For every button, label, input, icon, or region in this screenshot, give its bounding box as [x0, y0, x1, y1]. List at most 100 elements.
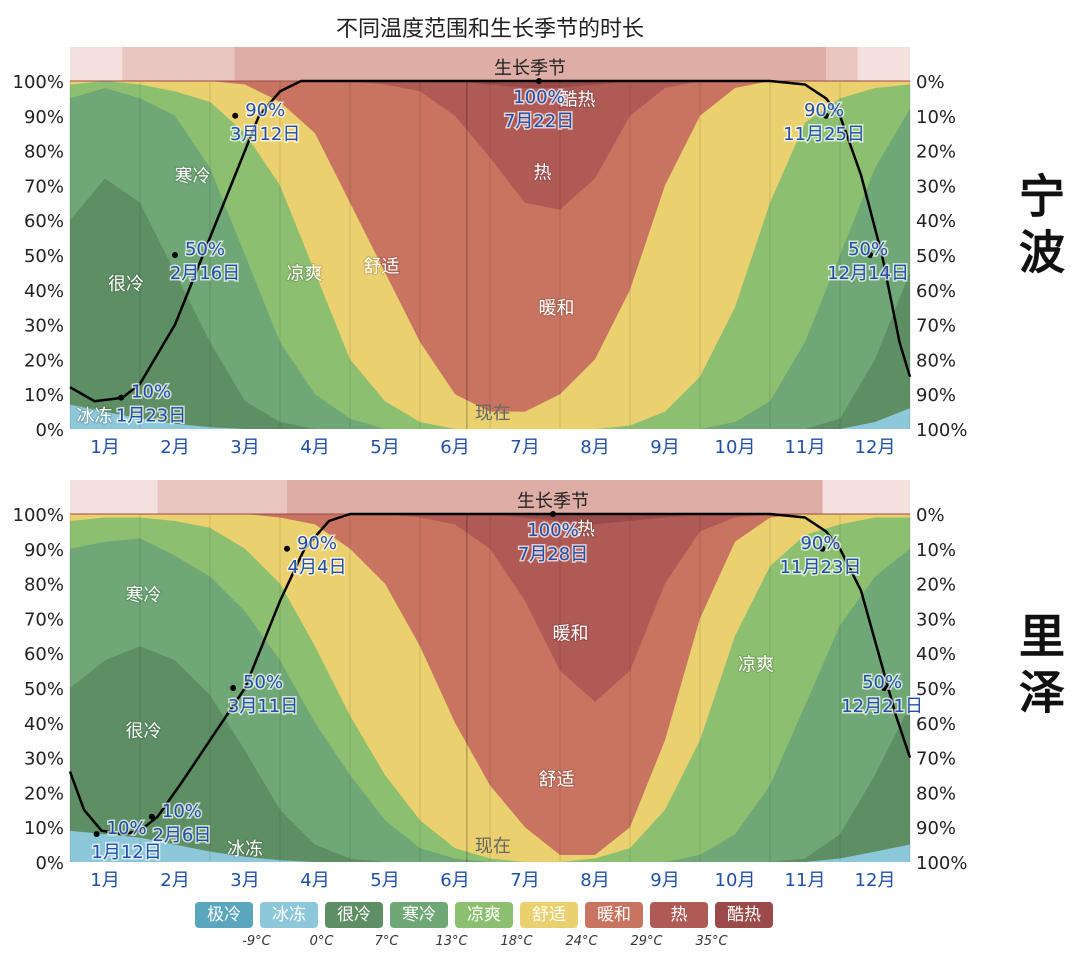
y-tick-left: 50% [24, 679, 64, 700]
legend-item-很冷: 很冷 [325, 902, 383, 928]
now-label: 现在 [475, 836, 511, 857]
annotation-percent: 90% [245, 100, 285, 121]
growing-season-band [287, 480, 823, 514]
month-label: 1月 [90, 437, 119, 458]
y-tick-right: 80% [916, 350, 956, 371]
region-label: 寒冷 [175, 166, 211, 187]
annotation-point [550, 511, 556, 517]
region-label: 凉爽 [738, 655, 774, 676]
y-tick-right: 0% [916, 72, 945, 93]
growing-season-band [234, 47, 826, 81]
y-tick-right: 90% [916, 818, 956, 839]
y-tick-right: 20% [916, 142, 956, 163]
annotation-date: 12月14日 [827, 263, 909, 284]
month-label: 10月 [715, 437, 756, 458]
legend-threshold: 29°C [630, 934, 663, 949]
annotation-point [881, 685, 888, 691]
y-tick-left: 0% [35, 420, 64, 441]
month-label: 8月 [580, 437, 609, 458]
y-tick-right: 20% [916, 575, 956, 596]
annotation-date: 2月16日 [170, 263, 240, 284]
city-name-rize: 里泽 [1010, 612, 1070, 724]
month-label: 1月 [90, 870, 119, 891]
legend-item-酷热: 酷热 [715, 902, 773, 928]
legend-threshold: 0°C [309, 934, 334, 949]
month-label: 5月 [370, 870, 399, 891]
legend-item-寒冷: 寒冷 [390, 902, 448, 928]
annotation-date: 3月12日 [230, 124, 300, 145]
growing-season-line [68, 512, 912, 836]
y-tick-right: 70% [916, 316, 956, 337]
annotation-point [867, 252, 874, 258]
growing-season-label: 生长季节 [494, 58, 566, 79]
month-label: 10月 [715, 870, 756, 891]
annotation-date: 2月6日 [152, 825, 211, 846]
annotation-point [232, 112, 239, 119]
legend-threshold: 24°C [565, 934, 598, 949]
legend-threshold: 13°C [435, 934, 468, 949]
month-label: 7月 [510, 870, 539, 891]
annotation-date: 1月12日 [91, 842, 161, 863]
band-area-寒冷 [70, 538, 910, 862]
month-label: 4月 [300, 437, 329, 458]
temperature-legend: 极冷 冰冻 很冷 寒冷 凉爽 舒适 暖和热酷热 -9°C 0°C 7°C 13°C 18°C 24°C 2… [195, 902, 795, 962]
y-tick-right: 30% [916, 176, 956, 197]
month-label: 5月 [370, 437, 399, 458]
annotation-point [819, 545, 826, 552]
y-tick-left: 100% [13, 505, 64, 526]
annotation-percent: 90% [800, 533, 840, 554]
annotation-percent: 50% [185, 239, 225, 260]
region-label: 寒冷 [126, 585, 162, 606]
y-tick-right: 40% [916, 211, 956, 232]
month-label: 2月 [160, 437, 189, 458]
annotation-point [823, 112, 829, 119]
annotation-percent: 100% [513, 87, 564, 108]
band-area-很冷 [70, 178, 910, 429]
month-label: 12月 [855, 870, 896, 891]
y-tick-right: 10% [916, 540, 956, 561]
y-tick-left: 90% [24, 540, 64, 561]
legend-item-热: 热 [650, 902, 708, 928]
legend-item-舒适: 舒适 [520, 902, 578, 928]
region-label: 舒适 [539, 769, 575, 790]
y-tick-right: 100% [916, 420, 967, 441]
band-area-寒冷 [70, 88, 910, 429]
y-tick-right: 50% [916, 246, 956, 267]
y-tick-right: 0% [916, 505, 945, 526]
band-area-冰冻 [70, 404, 910, 429]
y-tick-left: 60% [24, 644, 64, 665]
y-tick-left: 30% [24, 316, 64, 337]
annotation-date: 1月23日 [116, 406, 186, 427]
city-name-ningbo: 宁波 [1010, 172, 1070, 284]
region-label: 冰冻 [77, 406, 113, 427]
region-label: 冰冻 [227, 839, 263, 860]
annotation-point [230, 685, 237, 691]
annotation-percent: 10% [162, 801, 202, 822]
annotation-point [118, 394, 125, 401]
y-tick-left: 40% [24, 281, 64, 302]
now-label: 现在 [475, 403, 511, 424]
annotation-point [172, 252, 178, 258]
annotation-percent: 90% [297, 533, 337, 554]
y-tick-right: 100% [916, 853, 967, 874]
month-label: 11月 [785, 437, 826, 458]
y-tick-left: 80% [24, 575, 64, 596]
region-label: 暖和 [553, 623, 589, 644]
month-label: 6月 [440, 437, 469, 458]
annotation-point [536, 78, 542, 84]
month-label: 7月 [510, 437, 539, 458]
y-tick-right: 30% [916, 609, 956, 630]
month-label: 8月 [580, 870, 609, 891]
annotation-date: 11月25日 [783, 124, 865, 145]
y-tick-left: 10% [24, 818, 64, 839]
legend-threshold: 35°C [695, 934, 728, 949]
y-tick-right: 70% [916, 749, 956, 770]
y-tick-left: 20% [24, 350, 64, 371]
month-label: 2月 [160, 870, 189, 891]
legend-item-凉爽: 凉爽 [455, 902, 513, 928]
chart-title: 不同温度范围和生长季节的时长 [336, 17, 644, 42]
y-tick-left: 20% [24, 783, 64, 804]
